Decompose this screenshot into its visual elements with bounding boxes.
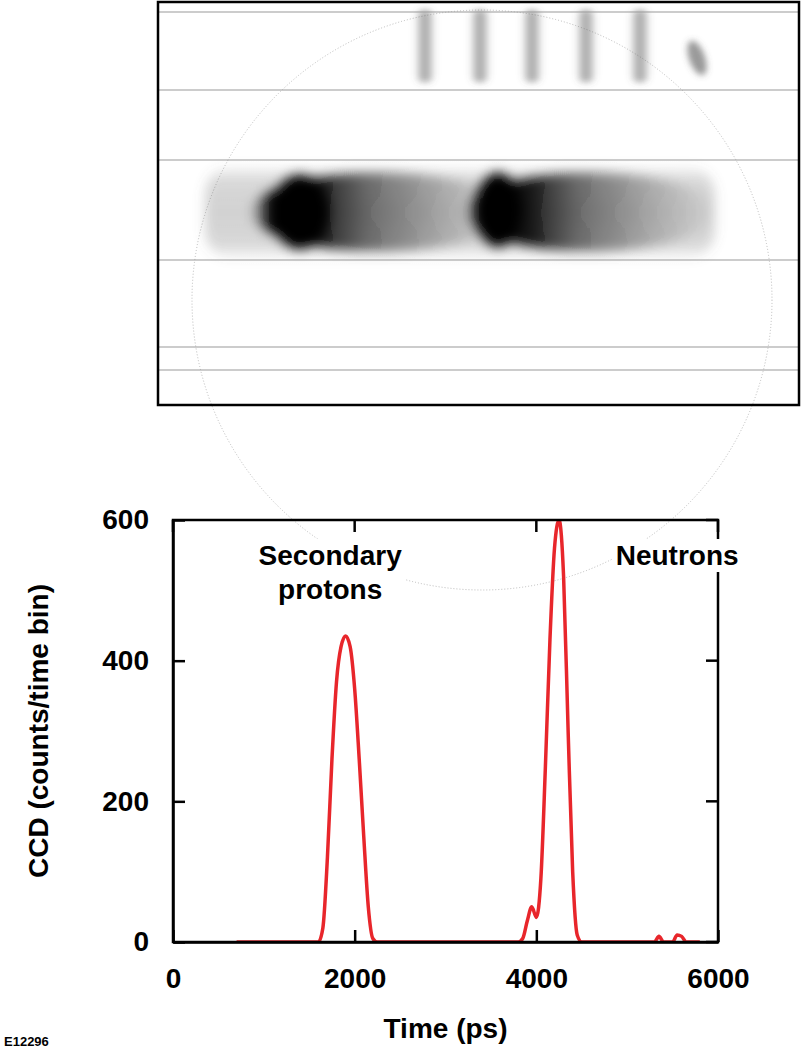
y-tick-label: 0 — [133, 926, 149, 957]
lines — [237, 520, 700, 942]
y-tick-mark-right — [706, 659, 718, 662]
y-axis: 0 200 400 600 — [102, 504, 185, 957]
x-axis-title: Time (ps) — [384, 1013, 508, 1044]
ccd-image — [158, 2, 799, 590]
y-tick: 200 — [102, 786, 185, 817]
image-band — [205, 165, 715, 260]
y-tick-mark — [173, 660, 185, 663]
image-streaks — [414, 10, 711, 82]
y-axis-line — [172, 521, 175, 943]
image-line — [158, 260, 799, 261]
x-tick-mark-top — [717, 520, 720, 532]
annotation-text: Neutrons — [616, 540, 739, 571]
annotation: Secondaryprotons — [256, 539, 406, 606]
image-line — [158, 370, 799, 371]
image-line — [158, 90, 799, 91]
y-tick-mark-right — [706, 519, 718, 522]
x-axis: 0 2000 4000 6000 — [166, 930, 750, 994]
y-tick-mark — [173, 519, 185, 522]
x-tick-label: 4000 — [506, 963, 568, 994]
y-tick-mark — [173, 941, 185, 944]
annotations: Secondaryprotons Neutrons — [256, 539, 742, 606]
annotation: Neutrons — [613, 539, 742, 572]
x-tick-mark-top — [172, 520, 175, 532]
annotation-text: Secondary — [259, 540, 403, 571]
y-tick-mark — [173, 801, 185, 804]
x-tick: 2000 — [324, 930, 386, 994]
plot-frame — [173, 520, 718, 942]
y-tick: 400 — [102, 645, 185, 676]
x-tick-mark — [354, 930, 357, 942]
chart: 0 2000 4000 6000 0 200 400 600 Time (ps) CCD (cou… — [23, 504, 750, 1044]
image-line — [158, 12, 799, 13]
annotation-text: protons — [278, 574, 382, 605]
x-tick-label: 0 — [166, 963, 182, 994]
x-tick-mark-top — [353, 520, 356, 532]
mirror-ticks — [173, 520, 718, 942]
figure-id: E12296 — [4, 1034, 49, 1049]
y-axis-title: CCD (counts/time bin) — [23, 584, 54, 878]
image-line — [158, 160, 799, 161]
image-background — [158, 2, 799, 405]
y-tick-label: 600 — [102, 504, 149, 535]
image-circle — [192, 10, 772, 590]
y-tick-label: 400 — [102, 645, 149, 676]
x-tick: 6000 — [687, 930, 749, 994]
x-tick-mark — [536, 930, 539, 942]
x-tick-mark — [717, 930, 720, 942]
y-tick-label: 200 — [102, 786, 149, 817]
x-tick: 4000 — [506, 930, 568, 994]
y-tick-mark-right — [706, 941, 718, 944]
y-tick-mark-right — [706, 800, 718, 803]
data-line — [237, 520, 700, 942]
y-tick: 0 — [133, 926, 185, 957]
annotation-background — [613, 539, 742, 572]
image-frame — [158, 2, 799, 405]
annotation-background — [256, 539, 406, 606]
figure: 0 2000 4000 6000 0 200 400 600 Time (ps) CCD (cou… — [0, 0, 803, 1053]
x-tick-mark-top — [535, 520, 538, 532]
x-tick-label: 6000 — [687, 963, 749, 994]
y-tick: 600 — [102, 504, 185, 535]
x-axis-line — [174, 941, 719, 944]
image-line — [158, 347, 799, 348]
x-tick-label: 2000 — [324, 963, 386, 994]
